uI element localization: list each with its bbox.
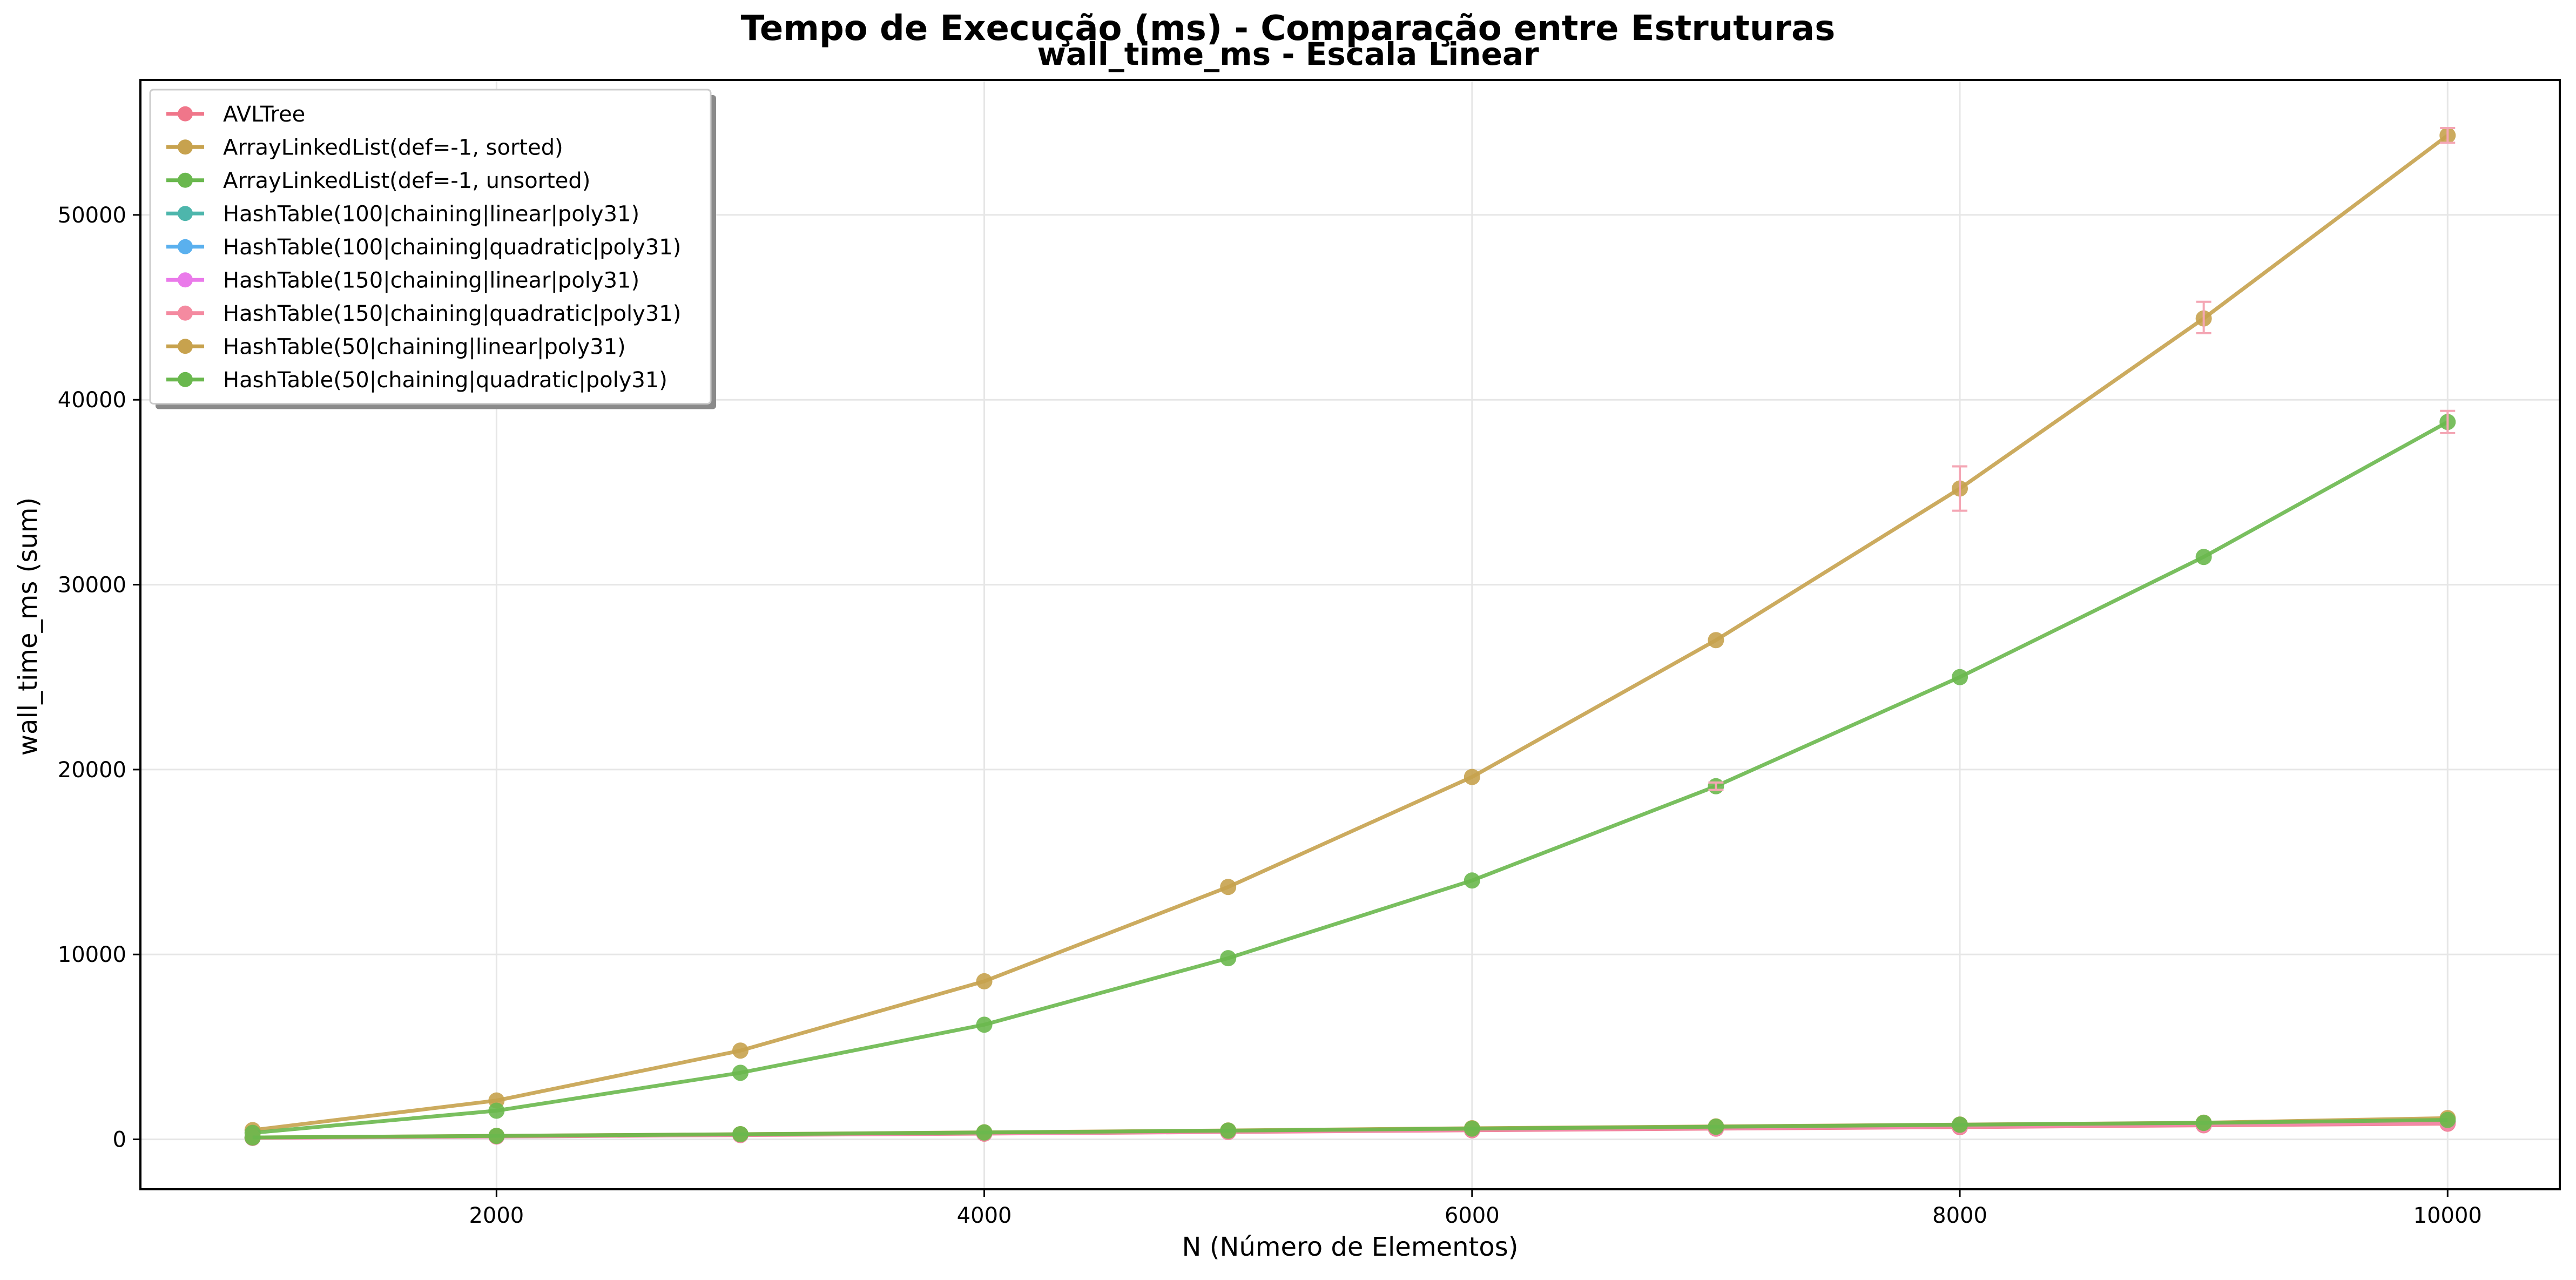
data-point (976, 973, 993, 989)
series-line (252, 133, 2449, 1132)
error-bars (1708, 127, 2456, 791)
legend-label: ArrayLinkedList(def=-1, unsorted) (223, 169, 590, 193)
legend-entry: HashTable(100|chaining|quadratic|poly31) (166, 235, 681, 260)
legend-entry: HashTable(50|chaining|linear|poly31) (166, 334, 626, 359)
plot-frame (139, 79, 2561, 1190)
series-group (244, 127, 2456, 1146)
legend-label: HashTable(50|chaining|quadratic|poly31) (223, 368, 667, 393)
data-point (732, 1042, 748, 1059)
legend-label: AVLTree (223, 102, 305, 127)
legend-label: HashTable(150|chaining|linear|poly31) (223, 268, 639, 293)
y-tick-label: 40000 (58, 388, 126, 413)
data-point (976, 1124, 993, 1141)
y-tick-label: 0 (113, 1128, 126, 1153)
series-line (252, 420, 2449, 1135)
error-bar (2196, 300, 2211, 334)
legend-entry: HashTable(50|chaining|quadratic|poly31) (166, 368, 667, 393)
data-point (1708, 1119, 1724, 1135)
legend-label: HashTable(100|chaining|quadratic|poly31) (223, 235, 681, 260)
y-tick-label: 30000 (58, 573, 126, 598)
data-point (1464, 769, 1480, 785)
grid (140, 80, 2560, 1189)
error-bar (2440, 127, 2456, 144)
error-bar (2440, 409, 2456, 434)
data-point (1464, 872, 1480, 889)
y-tick-label: 50000 (58, 203, 126, 228)
y-tick-label: 20000 (58, 758, 126, 783)
data-point (2195, 549, 2212, 565)
legend-entry: AVLTree (166, 102, 305, 127)
data-point (2195, 1115, 2212, 1131)
legend-label: HashTable(50|chaining|linear|poly31) (223, 334, 626, 359)
error-bar (1952, 465, 1968, 512)
error-bar (1708, 781, 1724, 791)
legend-entry: HashTable(150|chaining|quadratic|poly31) (166, 301, 681, 326)
data-point (1220, 879, 1237, 895)
figure-suptitle: Tempo de Execução (ms) - Comparação entr… (741, 9, 1836, 49)
x-tick-label: 2000 (469, 1203, 524, 1228)
data-point (244, 1129, 261, 1146)
x-tick-label: 6000 (1445, 1203, 1500, 1228)
x-axis-label: N (Número de Elementos) (1182, 1232, 1519, 1262)
legend-label: HashTable(100|chaining|linear|poly31) (223, 201, 639, 226)
legend-entry: ArrayLinkedList(def=-1, unsorted) (166, 169, 590, 193)
axes: 2000 4000 6000 8000 10000 0 10000 20000 30000 400… (58, 79, 2561, 1228)
data-point (1708, 632, 1724, 649)
x-tick-label: 8000 (1932, 1203, 1987, 1228)
series-line (252, 1118, 2448, 1140)
data-point (976, 1016, 993, 1033)
data-point (1952, 669, 1968, 685)
series-8 (244, 1111, 2456, 1146)
legend-entry: ArrayLinkedList(def=-1, sorted) (166, 135, 563, 160)
data-point (732, 1126, 748, 1143)
legend-label: ArrayLinkedList(def=-1, sorted) (223, 135, 563, 160)
y-axis-label: wall_time_ms (sum) (13, 497, 43, 756)
data-point (1220, 950, 1237, 967)
legend-entry: HashTable(100|chaining|linear|poly31) (166, 201, 639, 226)
data-point (1464, 1120, 1480, 1137)
legend-label: HashTable(150|chaining|quadratic|poly31) (223, 301, 681, 326)
legend-box (149, 89, 712, 405)
data-point (488, 1128, 505, 1144)
x-tick-label: 4000 (957, 1203, 1012, 1228)
data-point (1220, 1122, 1237, 1139)
chart-title: wall_time_ms - Escala Linear (1037, 36, 1539, 72)
data-point (488, 1102, 505, 1119)
y-tick-label: 10000 (58, 942, 126, 967)
x-tick-label: 10000 (2413, 1203, 2482, 1228)
data-point (732, 1065, 748, 1081)
legend-entry: HashTable(150|chaining|linear|poly31) (166, 268, 639, 293)
legend: AVLTree ArrayLinkedList(def=-1, sorted) Ar… (149, 89, 716, 409)
data-point (1952, 1116, 1968, 1133)
data-point (2439, 1111, 2456, 1128)
